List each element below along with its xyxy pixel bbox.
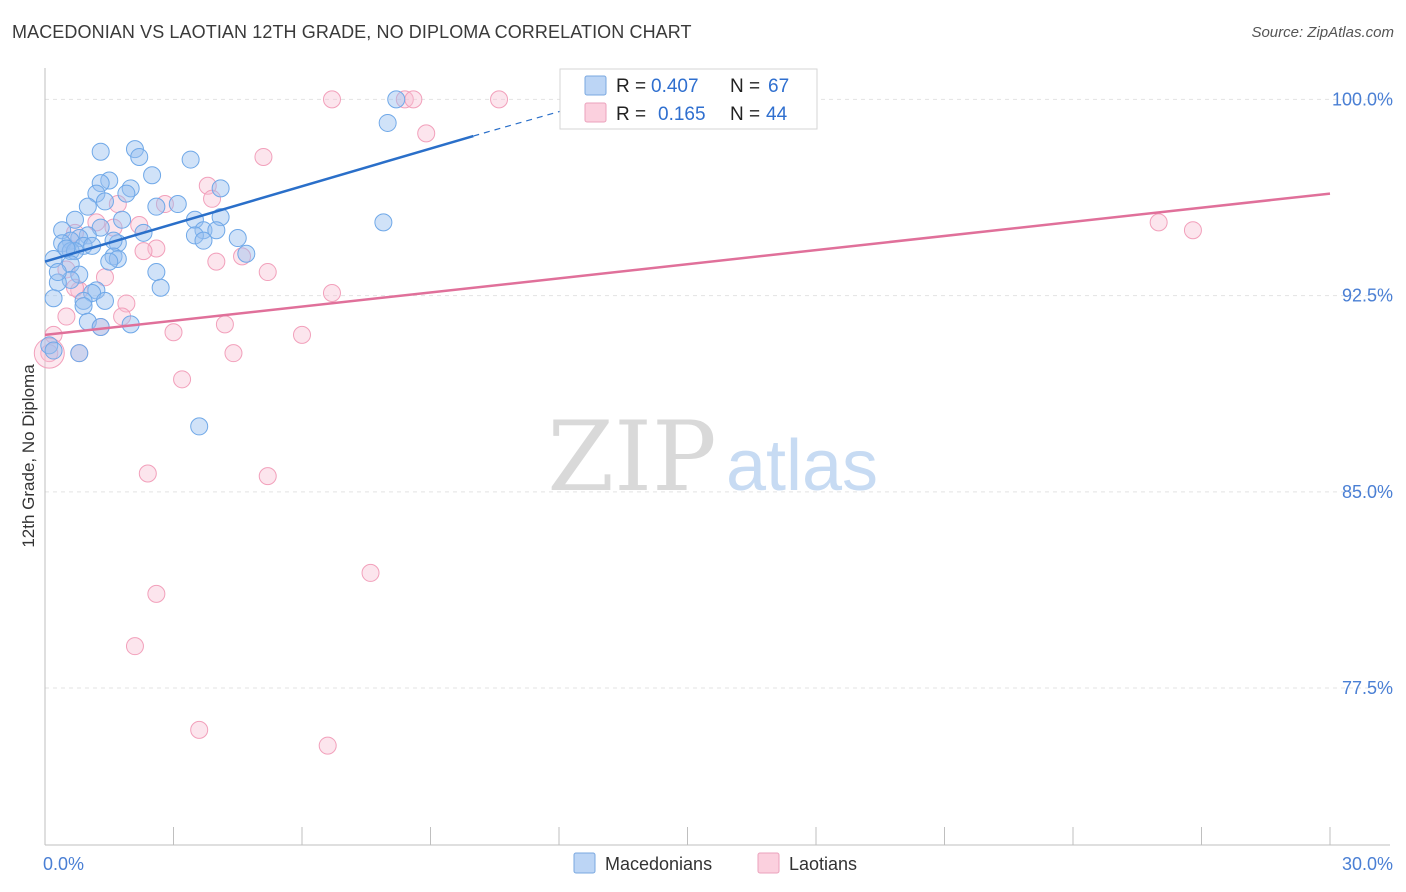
macedonian-point [143, 166, 162, 185]
legend-laotians-label: Laotians [789, 854, 857, 874]
legend-macedonians-label: Macedonians [605, 854, 712, 874]
watermark-zip: ZIP [547, 401, 716, 513]
macedonian-point [374, 213, 393, 232]
y-tick-label: 100.0% [1332, 89, 1393, 109]
macedonian-point [117, 184, 136, 203]
macedonian-point [48, 263, 67, 282]
y-tick-labels: 77.5% 85.0% 92.5% 100.0% [1332, 89, 1393, 698]
laotian-point [224, 344, 243, 363]
macedonian-point [70, 265, 89, 284]
x-tick-label-min: 0.0% [43, 854, 84, 874]
laotian-point [258, 263, 277, 282]
macedonian-point [181, 150, 200, 169]
macedonians-r-label: R = [616, 76, 646, 97]
macedonian-point [130, 147, 149, 166]
macedonian-point [211, 179, 230, 198]
macedonians-swatch [584, 75, 607, 96]
watermark: ZIP atlas [547, 401, 878, 513]
laotian-point [1149, 213, 1168, 232]
macedonian-point [194, 221, 213, 240]
laotian-point [322, 90, 341, 109]
macedonian-point [57, 239, 76, 258]
stats-legend: R = 0.407 N = 67 R = 0.165 N = 44 [559, 68, 818, 130]
macedonian-point [74, 297, 93, 316]
macedonian-point [65, 210, 84, 229]
laotian-point [293, 325, 311, 344]
laotian-point [190, 720, 209, 739]
macedonian-point [237, 244, 256, 263]
legend-macedonians-swatch [573, 852, 596, 874]
macedonians-points [40, 90, 406, 436]
laotians-swatch [584, 102, 607, 123]
laotian-point [173, 370, 192, 389]
laotian-point [207, 252, 226, 271]
laotians-r-label: R = [616, 104, 646, 125]
laotians-trend-line [44, 192, 1331, 337]
macedonian-point [147, 263, 166, 282]
y-tick-label: 77.5% [1342, 678, 1393, 698]
laotian-point [164, 323, 183, 342]
macedonian-point [44, 341, 63, 360]
chart-title: MACEDONIAN VS LAOTIAN 12TH GRADE, NO DIP… [12, 22, 692, 42]
trend-lines [44, 98, 1331, 337]
watermark-atlas: atlas [726, 426, 878, 506]
laotian-point-cluster [33, 337, 65, 369]
macedonian-point [207, 221, 226, 240]
macedonian-point [168, 195, 187, 214]
macedonians-n-label: N = [730, 76, 760, 97]
laotian-point [125, 637, 144, 656]
laotians-r-value: 0.165 [658, 104, 706, 125]
laotian-point [361, 563, 380, 582]
macedonian-point [70, 344, 89, 363]
macedonian-point [74, 291, 93, 310]
y-tick-label: 85.0% [1342, 482, 1393, 502]
y-tick-label: 92.5% [1342, 286, 1393, 306]
macedonian-point [91, 142, 110, 161]
x-tick-label-max: 30.0% [1342, 854, 1393, 874]
source-label: Source: ZipAtlas.com [1251, 24, 1394, 41]
laotian-point [134, 242, 153, 261]
laotian-point [1183, 221, 1202, 240]
y-axis-label: 12th Grade, No Diploma [19, 364, 38, 548]
laotian-point [258, 467, 277, 486]
laotian-point [417, 124, 436, 143]
laotian-point [215, 315, 234, 334]
macedonian-point [91, 174, 110, 193]
macedonian-point [194, 231, 213, 250]
legend-laotians-swatch [757, 852, 780, 874]
laotian-point [57, 307, 76, 326]
macedonian-point [78, 197, 97, 216]
series-legend: Macedonians Laotians [573, 852, 857, 874]
macedonian-point [113, 210, 132, 229]
macedonian-point [95, 291, 114, 310]
macedonian-point [100, 252, 119, 271]
laotian-point [490, 90, 509, 109]
laotians-n-value: 44 [766, 104, 788, 125]
macedonian-point [95, 192, 114, 211]
laotian-point [138, 464, 157, 483]
axes [44, 68, 1390, 846]
laotian-point [254, 147, 273, 166]
macedonians-trend-line [44, 134, 474, 263]
laotian-point [322, 283, 341, 302]
laotians-n-label: N = [730, 104, 760, 125]
laotian-point [318, 736, 337, 755]
macedonians-r-value: 0.407 [651, 76, 699, 97]
grid-lines [45, 98, 1390, 689]
macedonians-n-value: 67 [768, 76, 789, 97]
laotian-point [404, 90, 423, 109]
macedonian-point [151, 278, 170, 297]
macedonian-point [44, 289, 63, 308]
laotian-point [147, 584, 166, 603]
macedonian-point [147, 197, 166, 216]
macedonian-point [387, 90, 406, 109]
macedonian-point [228, 229, 247, 248]
x-tick-labels: 0.0% 30.0% [43, 854, 1393, 874]
macedonian-point [190, 417, 209, 436]
macedonian-point [185, 226, 204, 245]
macedonian-point [378, 113, 397, 132]
